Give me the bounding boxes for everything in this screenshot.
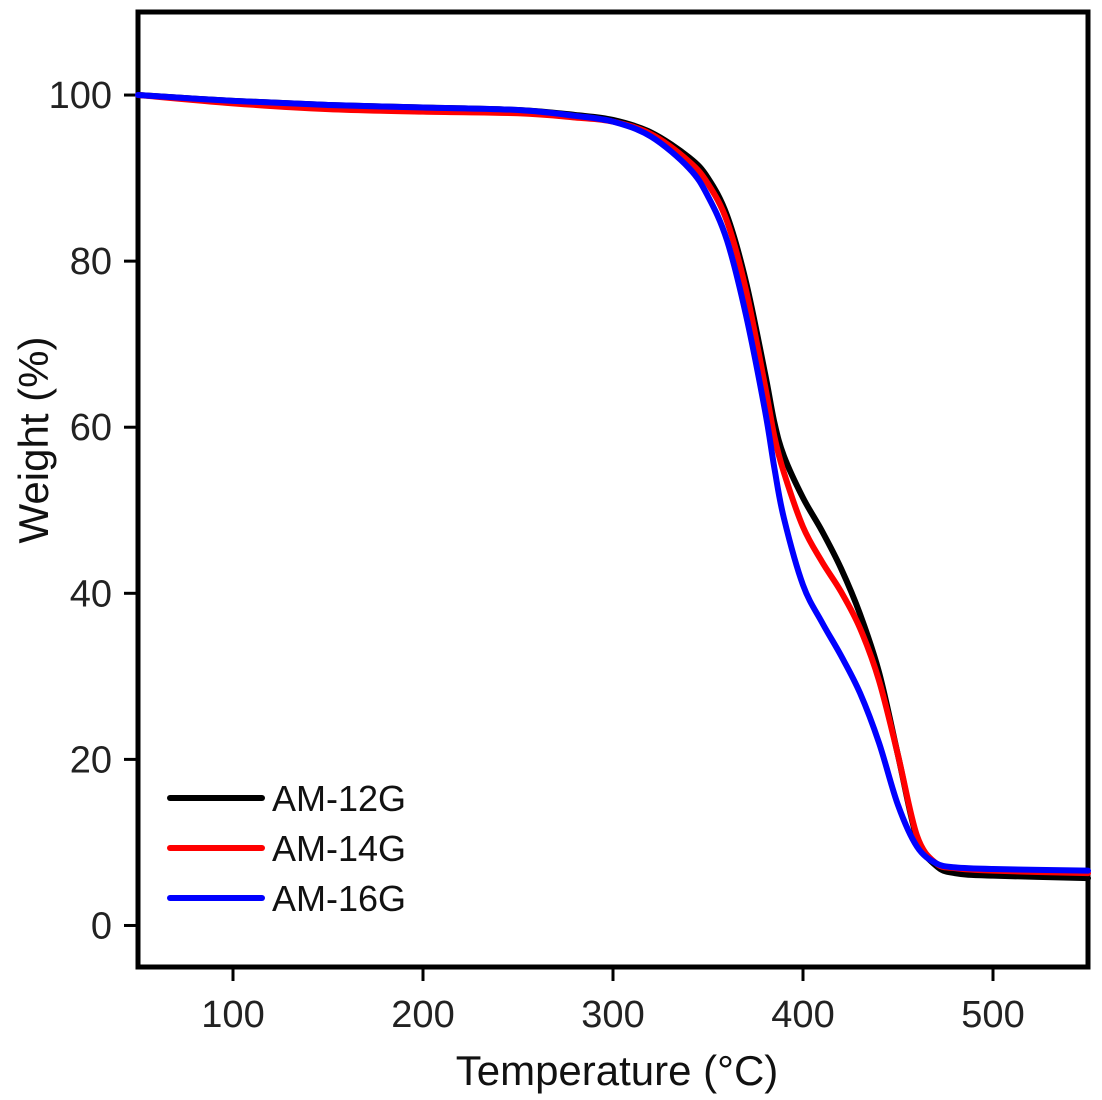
y-tick-label: 0: [91, 905, 112, 947]
series-lines: [135, 92, 1091, 882]
series-line-am-14g: [135, 92, 1091, 877]
y-tick-label: 80: [70, 241, 112, 283]
legend-label-am-12g: AM-12G: [272, 778, 406, 819]
legend-label-am-14g: AM-14G: [272, 828, 406, 869]
y-tick-label: 100: [49, 75, 112, 117]
series-line-am-16g: [135, 92, 1091, 874]
axis-ticks: 100 200 300 400 500 0 20 40 60 80 100: [49, 75, 1025, 1036]
x-tick-label: 400: [771, 994, 834, 1036]
plot-area-frame: [135, 9, 1091, 970]
y-axis-title: Weight (%): [10, 337, 57, 544]
x-tick-label: 200: [391, 994, 454, 1036]
y-tick-label: 60: [70, 407, 112, 449]
x-tick-label: 500: [961, 994, 1024, 1036]
x-tick-label: 100: [201, 994, 264, 1036]
x-axis-title: Temperature (°C): [456, 1047, 779, 1094]
y-tick-label: 40: [70, 573, 112, 615]
legend-label-am-16g: AM-16G: [272, 878, 406, 919]
y-tick-label: 20: [70, 739, 112, 781]
legend: AM-12G AM-14G AM-16G: [167, 778, 406, 919]
x-tick-label: 300: [581, 994, 644, 1036]
